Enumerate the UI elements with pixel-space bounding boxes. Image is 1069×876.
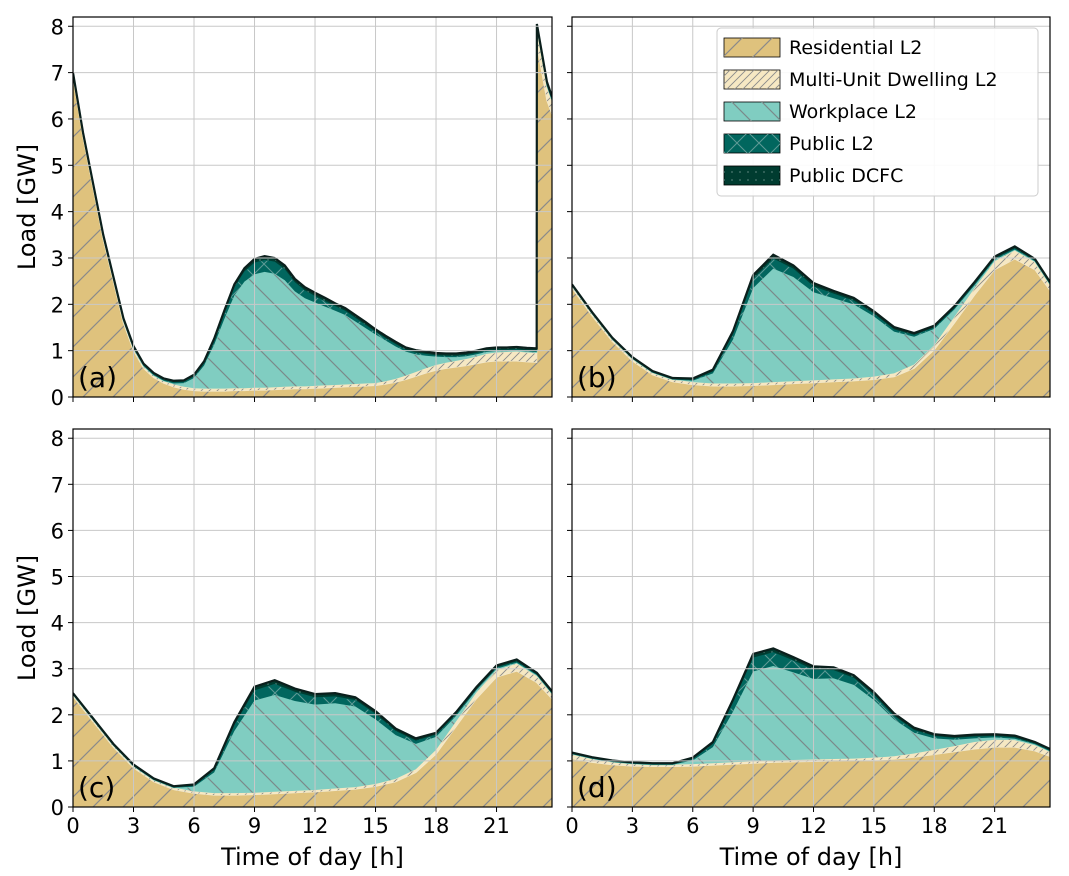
x-tick-label: 3: [127, 814, 140, 838]
area-hatch-multi-unit: [73, 28, 552, 391]
x-tick-label: 6: [187, 814, 200, 838]
area-hatch-workplace: [73, 662, 552, 794]
x-axis-label: Time of day [h]: [220, 843, 404, 871]
x-tick-label: 3: [626, 814, 639, 838]
x-tick-label: 0: [66, 814, 79, 838]
y-tick-label: 2: [51, 293, 64, 317]
legend-label: Multi-Unit Dwelling L2: [789, 69, 998, 91]
area-hatch-residential: [73, 671, 552, 807]
legend-label: Workplace L2: [789, 101, 917, 123]
axes-frame: [571, 16, 1051, 398]
area-hatch-workplace: [73, 27, 552, 389]
x-tick-label: 18: [423, 814, 450, 838]
area-hatch-residential: [572, 747, 1050, 807]
x-tick-label: 12: [800, 814, 827, 838]
x-tick-label: 21: [981, 814, 1008, 838]
y-tick-label: 6: [51, 519, 64, 543]
axes-frame: [72, 16, 553, 398]
panel-label: (c): [78, 771, 115, 804]
y-tick-label: 1: [51, 340, 64, 364]
area-hatch-residential: [73, 44, 552, 397]
legend-label: Public DCFC: [789, 165, 903, 187]
legend-item: Public L2: [723, 133, 874, 155]
panel-label: (d): [577, 771, 617, 804]
legend-swatch-hatch: [724, 70, 780, 89]
grid: [72, 429, 552, 808]
y-axis-label: Load [GW]: [13, 144, 41, 270]
x-tick-label: 15: [861, 814, 888, 838]
y-tick-label: 7: [51, 473, 64, 497]
x-tick-label: 9: [248, 814, 261, 838]
panel-label: (b): [577, 361, 617, 394]
legend-box: [716, 27, 1039, 197]
legend-swatch-hatch: [724, 102, 780, 121]
x-tick-label: 0: [565, 814, 578, 838]
x-tick-label: 15: [362, 814, 389, 838]
legend-item: Workplace L2: [723, 101, 917, 123]
axes-frame: [72, 428, 553, 808]
y-tick-label: 4: [51, 612, 64, 636]
x-tick-label: 21: [483, 814, 510, 838]
y-tick-label: 8: [51, 15, 64, 39]
legend-swatch-hatch: [724, 38, 780, 57]
legend-item: Public DCFC: [723, 165, 903, 187]
legend: Residential L2 Multi-Unit Dwelling L2 Work…: [716, 27, 1039, 197]
x-tick-label: 12: [302, 814, 329, 838]
x-tick-label: 6: [686, 814, 699, 838]
y-tick-label: 5: [51, 154, 64, 178]
y-tick-label: 7: [51, 62, 64, 86]
legend-label: Residential L2: [789, 37, 922, 59]
panel-label: (a): [78, 361, 117, 394]
y-tick-label: 0: [51, 796, 64, 820]
area-hatch-public-l2: [572, 652, 1050, 765]
panel-d: 0 3 6 9 12 15 18 21 Time of day [h] (d): [565, 428, 1051, 871]
y-axis-label: Load [GW]: [13, 555, 41, 681]
y-tick-label: 0: [51, 386, 64, 410]
legend-label: Public L2: [789, 133, 874, 155]
y-tick-label: 2: [51, 704, 64, 728]
y-tick-label: 3: [51, 247, 64, 271]
y-tick-label: 4: [51, 201, 64, 225]
legend-item: Residential L2: [723, 37, 922, 59]
stacked-areas: [73, 23, 552, 397]
legend-swatch-hatch: [724, 134, 780, 153]
area-hatch-multi-unit: [572, 250, 1050, 386]
x-tick-label: 18: [921, 814, 948, 838]
series-line-public-dcfc: [73, 23, 552, 382]
y-tick-label: 5: [51, 566, 64, 590]
x-axis-label: Time of day [h]: [719, 843, 903, 871]
area-hatch-residential: [572, 258, 1050, 397]
panel-a: 0 1 2 3 4 5 6 7 8 Load [GW] (a): [13, 15, 553, 410]
axes-frame: [571, 428, 1051, 808]
y-tick-label: 1: [51, 750, 64, 774]
y-tick-label: 3: [51, 658, 64, 682]
x-tick-label: 9: [746, 814, 759, 838]
area-hatch-workplace: [572, 249, 1050, 384]
y-tick-label: 8: [51, 427, 64, 451]
legend-item: Multi-Unit Dwelling L2: [723, 69, 998, 91]
legend-swatch-hatch: [724, 166, 780, 185]
y-tick-label: 6: [51, 108, 64, 132]
